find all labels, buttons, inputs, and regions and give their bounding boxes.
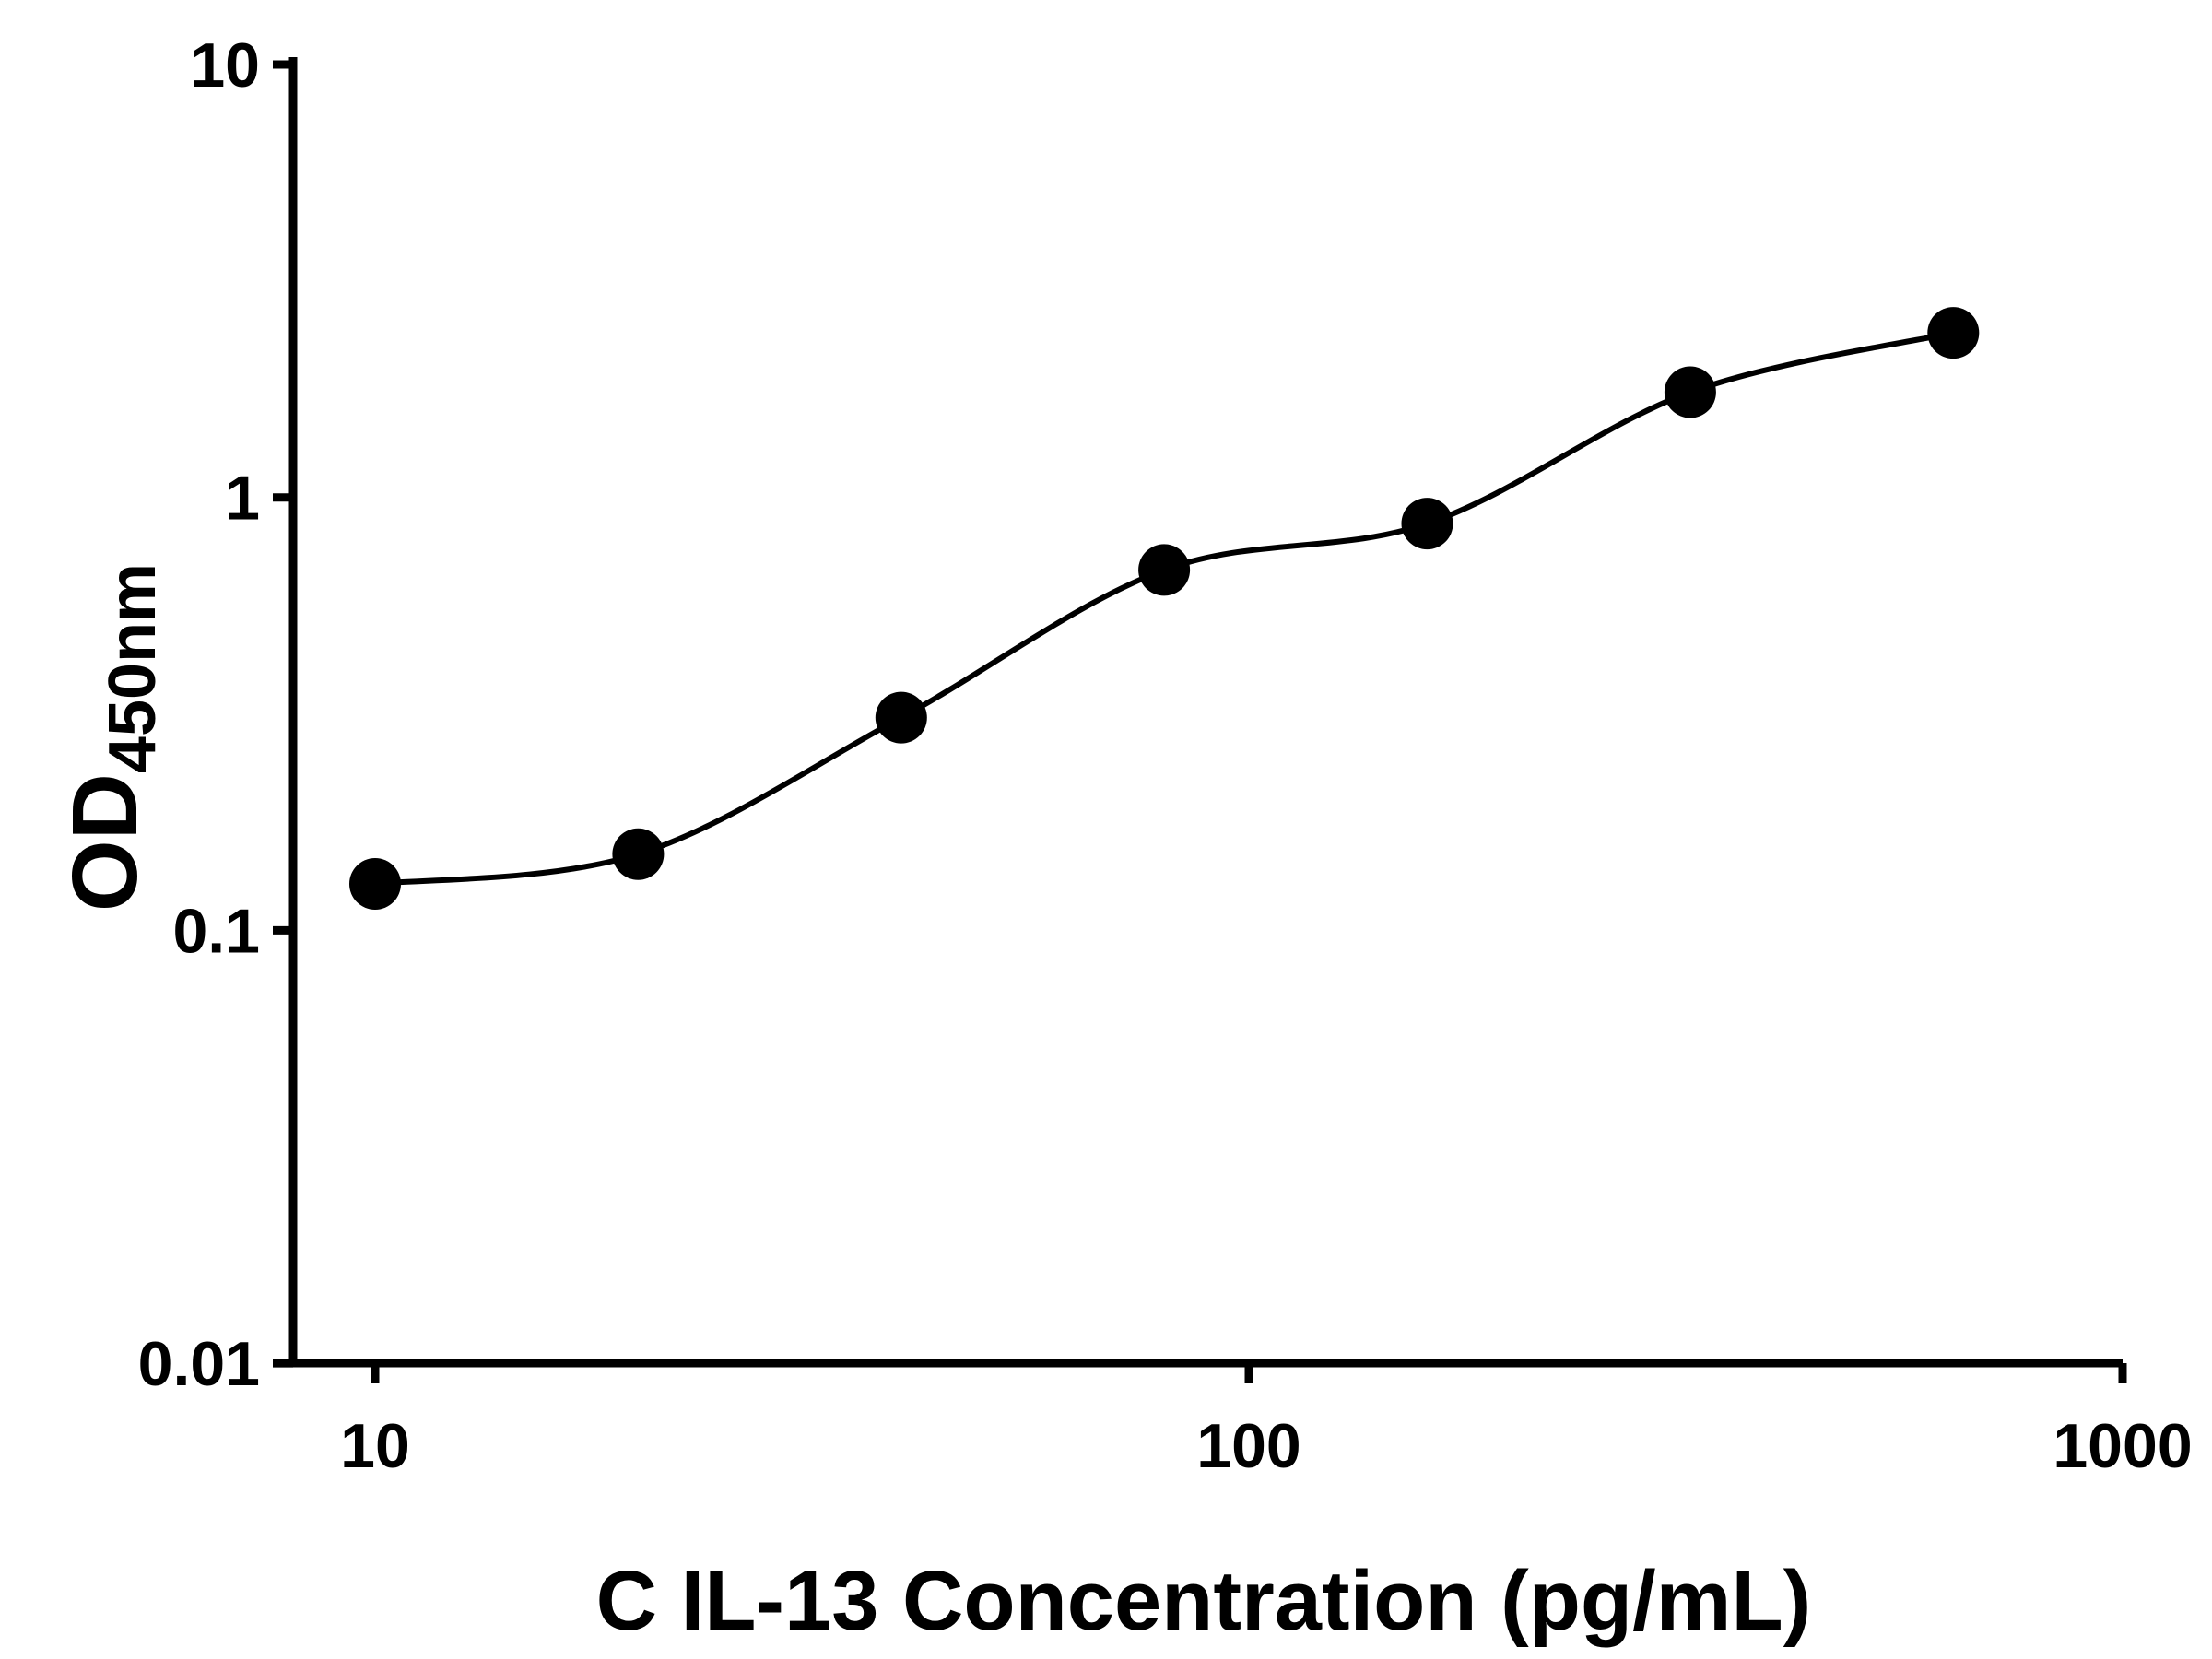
y-tick-label: 0.1	[172, 896, 260, 966]
x-tick-label: 10	[340, 1411, 410, 1481]
y-tick-label: 10	[190, 30, 260, 100]
data-point	[1401, 498, 1453, 550]
data-point	[612, 828, 665, 880]
data-point	[1138, 544, 1191, 596]
y-tick-label: 1	[225, 464, 260, 534]
x-tick-label: 100	[1196, 1411, 1300, 1481]
axes-spine	[288, 57, 2123, 1368]
data-point	[1664, 366, 1716, 418]
data-point	[1927, 307, 1980, 359]
data-point	[349, 858, 401, 910]
y-axis-title: OD450nm	[53, 563, 170, 912]
data-point	[875, 691, 927, 744]
fit-curve	[374, 330, 1954, 887]
y-tick-label: 0.01	[138, 1329, 260, 1399]
x-axis-title: C IL-13 Concentration (pg/mL)	[596, 1554, 1812, 1648]
x-tick-label: 1000	[2053, 1411, 2192, 1481]
